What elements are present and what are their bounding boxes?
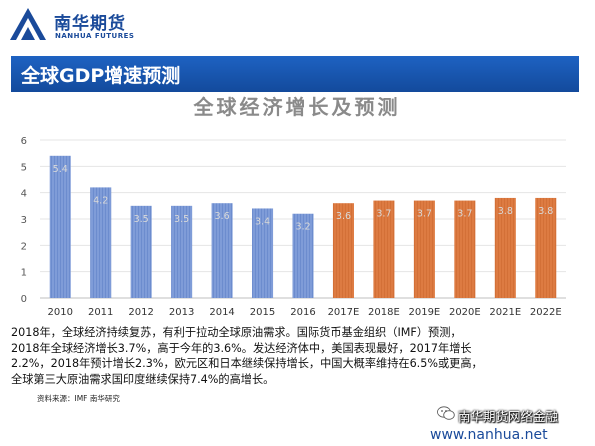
logo-chinese-name: 南华期货	[54, 14, 126, 34]
x-tick-label: 2016	[290, 307, 315, 318]
bar-2021E	[494, 197, 516, 298]
bar-2012	[130, 205, 152, 298]
footer-website-link[interactable]: www.nanhua.net	[430, 427, 548, 443]
chart-title: 全球经济增长及预测	[193, 95, 401, 119]
company-logo: 南华期货 NANHUA FUTURES	[6, 4, 156, 44]
y-tick-label: 6	[21, 136, 27, 147]
chart-bars	[49, 155, 557, 298]
data-label: 5.4	[53, 164, 68, 175]
x-tick-label: 2011	[88, 307, 113, 318]
chart-data-labels: 5.4 4.2 3.5 3.5 3.6 3.4 3.2 3.6 3.7 3.7 3.7 3.8 3.8	[53, 164, 554, 233]
y-tick-label: 0	[21, 294, 27, 305]
data-label: 3.2	[295, 222, 310, 233]
x-tick-label: 2020E	[449, 307, 481, 318]
slide-title-bar: 全球GDP增速预测	[11, 56, 579, 92]
data-label: 3.4	[255, 216, 270, 227]
data-label: 3.5	[174, 214, 189, 225]
x-tick-label: 2014	[209, 307, 234, 318]
bar-2017E	[332, 203, 354, 298]
analysis-line: 2.2%，2018年预计增长2.3%，欧元区和日本继续保持增长，中国大概率维持在…	[11, 357, 483, 370]
y-tick-label: 2	[21, 241, 27, 252]
bar-2022E	[535, 197, 557, 298]
x-tick-label: 2015	[250, 307, 275, 318]
x-tick-label: 2021E	[489, 307, 521, 318]
bar-2019E	[413, 200, 435, 298]
data-label: 3.6	[336, 211, 351, 222]
y-tick-label: 3	[21, 215, 27, 226]
slide-title: 全球GDP增速预测	[21, 65, 181, 87]
data-label: 3.6	[215, 211, 230, 222]
analysis-paragraph: 2018年，全球经济持续复苏，有利于拉动全球原油需求。国际货币基金组织（IMF）…	[11, 325, 583, 387]
y-tick-label: 1	[21, 268, 27, 279]
gdp-growth-chart: 全球经济增长及预测 0 1 2 3 4 5 6 5.4 4.2 3.5 3.5 3.6 3.4 3.2 3…	[21, 95, 566, 318]
data-label: 3.7	[457, 209, 472, 220]
wechat-icon	[437, 406, 455, 420]
x-tick-label: 2018E	[368, 307, 400, 318]
data-label: 3.7	[417, 209, 432, 220]
x-tick-label: 2022E	[530, 307, 562, 318]
data-label: 3.8	[498, 206, 513, 217]
analysis-line: 2018年全球经济增长3.7%，高于今年的3.6%。发达经济体中，美国表现最好，…	[11, 341, 472, 355]
x-tick-label: 2017E	[328, 307, 360, 318]
data-label: 3.7	[376, 209, 391, 220]
x-tick-label: 2012	[128, 307, 153, 318]
x-axis-tick-labels: 2010 2011 2012 2013 2014 2015 2016 2017E 2018E 20…	[48, 307, 562, 318]
x-tick-label: 2010	[48, 307, 73, 318]
bar-2010	[49, 155, 71, 298]
y-tick-label: 5	[21, 162, 27, 173]
data-label: 4.2	[93, 195, 108, 206]
bar-2014	[211, 203, 233, 298]
source-note: 资料来源：IMF 南华研究	[37, 394, 120, 403]
bar-2016	[292, 213, 314, 298]
logo-english-name: NANHUA FUTURES	[55, 32, 135, 40]
data-label: 3.8	[538, 206, 553, 217]
analysis-line: 全球第三大原油需求国印度继续保持7.4%的高增长。	[11, 372, 275, 386]
data-label: 3.5	[134, 214, 149, 225]
bar-2020E	[454, 200, 476, 298]
nanhua-logo-icon	[6, 4, 50, 44]
bar-2013	[171, 205, 193, 298]
bar-2018E	[373, 200, 395, 298]
watermark-text: 南华期货网络金融	[458, 409, 559, 424]
x-tick-label: 2019E	[408, 307, 440, 318]
y-tick-label: 4	[21, 189, 27, 200]
analysis-line: 2018年，全球经济持续复苏，有利于拉动全球原油需求。国际货币基金组织（IMF）…	[11, 326, 462, 339]
bar-2011	[90, 187, 112, 298]
y-axis-tick-labels: 0 1 2 3 4 5 6	[21, 136, 27, 305]
bar-2015	[252, 208, 274, 298]
x-tick-label: 2013	[169, 307, 194, 318]
